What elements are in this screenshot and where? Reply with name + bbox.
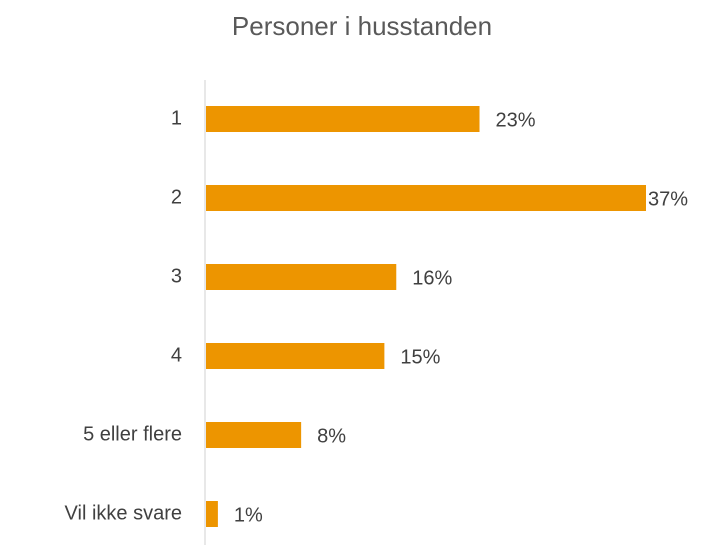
data-label: 8% [317,425,346,447]
y-tick-label: 5 eller flere [83,423,182,445]
data-label: 23% [496,109,536,131]
bar [206,422,302,448]
y-tick-label: 1 [171,107,182,129]
data-label: 15% [400,346,440,368]
bar [206,264,397,290]
data-label: 1% [234,504,263,526]
bar [206,501,218,527]
bar [206,185,646,211]
y-tick-label: 4 [171,344,182,366]
data-label: 37% [648,188,688,210]
y-tick-label: 2 [171,186,182,208]
y-tick-label: 3 [171,265,182,287]
chart-title: Personer i husstanden [232,11,492,41]
bar [206,106,480,132]
y-tick-label: Vil ikke svare [65,502,182,524]
bar [206,343,385,369]
data-label: 16% [412,267,452,289]
